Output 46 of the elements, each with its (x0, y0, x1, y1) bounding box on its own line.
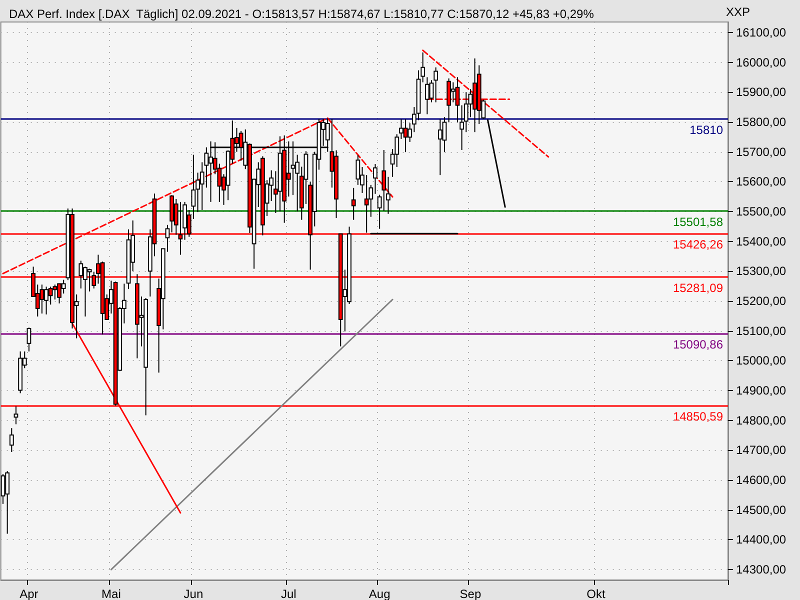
candlestick (40, 284, 44, 314)
y-tick-label: 16000,00 (736, 55, 786, 70)
y-tick-label: 15000,00 (736, 354, 786, 368)
candlestick (438, 118, 442, 176)
candlestick (464, 92, 468, 133)
y-tick-label: 14500,00 (736, 502, 786, 517)
y-tick-label: 14700,00 (736, 443, 786, 458)
candlestick (356, 154, 360, 186)
chart-title: DAX Perf. Index [.DAX Täglich] 02.09.2021 - O:15813,57 H:15874,67 L:15810,77 C:15870,12 +45,83 +0,29% (9, 7, 594, 21)
x-tick-label: Jul (281, 587, 296, 600)
y-tick-label: 14900,00 (736, 384, 786, 398)
candlestick (126, 228, 131, 290)
candlestick (442, 116, 447, 153)
y-tick-label: 14400,00 (736, 532, 786, 547)
y-tick-label: 14600,00 (736, 473, 786, 488)
candlestick (269, 170, 274, 202)
candlestick (14, 406, 18, 425)
y-tick-label: 15700,00 (736, 144, 786, 159)
y-tick-label: 14300,00 (736, 562, 786, 577)
ref-line-label: 15810 (690, 122, 724, 137)
y-tick-label: 15400,00 (736, 234, 786, 248)
candlestick (334, 150, 338, 219)
ref-line-label: 15426,26 (672, 237, 724, 252)
y-tick-label: 15800,00 (736, 114, 786, 129)
x-tick-label: Jun (184, 587, 204, 600)
candlestick (424, 76, 430, 115)
ref-line-label: 15281,09 (672, 280, 724, 295)
ref-line-label: 15501,58 (672, 215, 724, 230)
y-tick-label: 15300,00 (736, 264, 786, 278)
ref-line-label: 15090,86 (672, 338, 724, 352)
candlestick (382, 150, 386, 212)
x-tick-label: Okt (586, 587, 606, 600)
candlestick (420, 52, 426, 83)
y-tick-label: 15600,00 (736, 174, 786, 189)
candlestick (204, 146, 209, 188)
y-tick-label: 16100,00 (736, 25, 786, 40)
y-tick-label: 15500,00 (736, 204, 786, 218)
y-axis-title: XXP (726, 5, 750, 19)
x-tick-label: Mai (102, 587, 121, 600)
candlestick (351, 187, 356, 220)
y-tick-label: 15200,00 (736, 294, 786, 308)
y-tick-label: 14800,00 (736, 413, 786, 428)
y-tick-label: 15100,00 (736, 324, 786, 338)
y-tick-label: 15900,00 (736, 85, 786, 100)
candlestick (9, 428, 14, 452)
ref-line-label: 14850,59 (672, 409, 724, 424)
